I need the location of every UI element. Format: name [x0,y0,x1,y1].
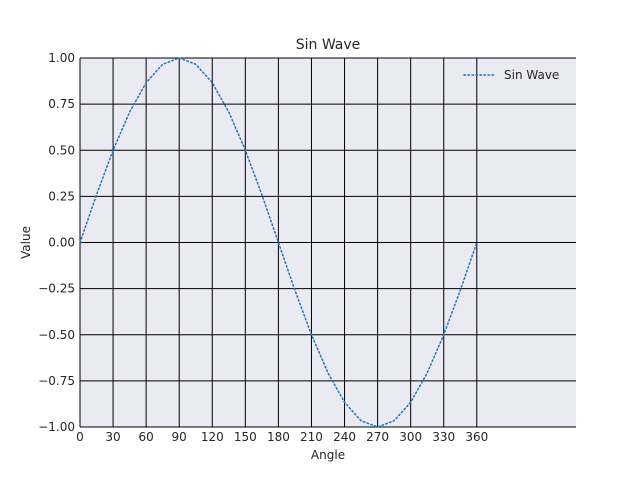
x-tick-label: 360 [465,430,488,444]
x-tick-label: 30 [105,430,120,444]
x-tick-label: 150 [234,430,257,444]
x-tick-label: 300 [399,430,422,444]
grid-lines [79,57,576,428]
chart-title: Sin Wave [296,37,361,53]
y-tick-label: −0.25 [38,282,75,296]
legend-label: Sin Wave [504,68,559,82]
x-tick-label: 180 [267,430,290,444]
x-tick-label: 210 [300,430,323,444]
x-axis-label: Angle [311,448,345,462]
y-tick-label: 0.00 [48,236,75,250]
y-tick-label: 0.75 [48,97,75,111]
y-tick-label: −1.00 [38,420,75,434]
y-axis-ticks: −1.00 −0.75 −0.50 −0.25 0.00 0.25 0.50 0.75 1.00 [38,51,75,434]
x-tick-label: 270 [366,430,389,444]
x-tick-label: 0 [76,430,84,444]
y-tick-label: 0.50 [48,143,75,157]
series-layer [79,57,478,428]
y-tick-label: −0.50 [38,328,75,342]
x-tick-label: 120 [201,430,224,444]
y-tick-label: 0.25 [48,189,75,203]
x-axis-ticks: 0 30 60 90 120 150 180 210 240 270 300 330 360 [76,430,488,444]
sin-wave-line [79,57,478,428]
x-tick-label: 240 [333,430,356,444]
x-tick-label: 90 [172,430,187,444]
legend: Sin Wave [463,68,559,82]
y-tick-label: −0.75 [38,374,75,388]
x-tick-label: 60 [138,430,153,444]
y-tick-label: 1.00 [48,51,75,65]
y-axis-label: Value [19,226,33,259]
x-tick-label: 330 [432,430,455,444]
